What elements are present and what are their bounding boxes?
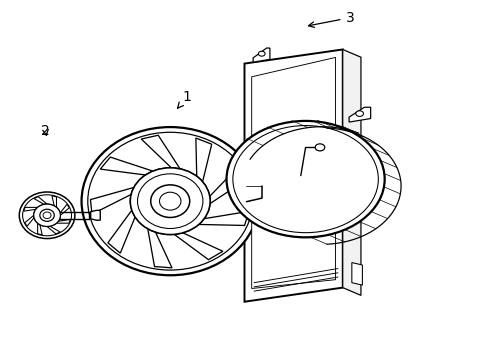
Polygon shape bbox=[174, 233, 223, 260]
Text: 1: 1 bbox=[177, 90, 191, 108]
Text: 2: 2 bbox=[41, 123, 50, 138]
Ellipse shape bbox=[19, 192, 75, 239]
Polygon shape bbox=[209, 167, 245, 204]
Polygon shape bbox=[199, 211, 248, 225]
Polygon shape bbox=[34, 197, 47, 204]
Ellipse shape bbox=[150, 185, 189, 217]
Polygon shape bbox=[23, 207, 38, 211]
Polygon shape bbox=[342, 49, 360, 295]
Text: 3: 3 bbox=[308, 11, 354, 27]
Ellipse shape bbox=[355, 111, 363, 116]
Ellipse shape bbox=[40, 209, 54, 221]
Polygon shape bbox=[100, 157, 153, 175]
Ellipse shape bbox=[34, 204, 61, 226]
Polygon shape bbox=[147, 229, 172, 268]
Polygon shape bbox=[60, 204, 69, 215]
Ellipse shape bbox=[130, 168, 210, 234]
Polygon shape bbox=[108, 210, 135, 253]
Ellipse shape bbox=[43, 212, 51, 219]
Ellipse shape bbox=[258, 51, 264, 56]
Polygon shape bbox=[47, 226, 60, 234]
Polygon shape bbox=[196, 138, 211, 182]
Ellipse shape bbox=[150, 185, 189, 217]
Polygon shape bbox=[141, 135, 180, 169]
Polygon shape bbox=[348, 107, 370, 122]
Ellipse shape bbox=[226, 121, 384, 237]
Polygon shape bbox=[251, 57, 335, 288]
Polygon shape bbox=[25, 215, 34, 226]
Polygon shape bbox=[52, 196, 57, 207]
Ellipse shape bbox=[315, 144, 324, 151]
Polygon shape bbox=[244, 49, 342, 302]
Polygon shape bbox=[57, 219, 70, 223]
Polygon shape bbox=[351, 262, 362, 285]
Polygon shape bbox=[90, 210, 100, 220]
Polygon shape bbox=[38, 223, 42, 235]
Ellipse shape bbox=[81, 127, 258, 275]
Ellipse shape bbox=[34, 204, 61, 226]
Ellipse shape bbox=[40, 209, 54, 221]
Ellipse shape bbox=[130, 168, 210, 234]
Polygon shape bbox=[253, 48, 269, 62]
Ellipse shape bbox=[159, 192, 181, 210]
Polygon shape bbox=[90, 188, 134, 214]
